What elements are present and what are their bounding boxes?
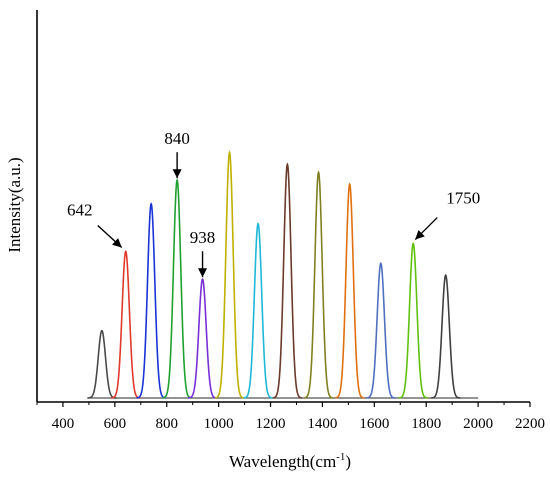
x-tick-label: 1800: [411, 416, 441, 432]
spectrum-peak-12: [398, 242, 428, 399]
spectrum-peak-7: [243, 222, 273, 399]
annotations: 642 840 938 1750: [67, 129, 480, 278]
spectrum-peak-13: [431, 273, 461, 399]
spectrum-peak-6: [214, 150, 245, 399]
spectrum-peak-8: [272, 162, 302, 399]
spectrum-peak-2: [111, 250, 141, 399]
x-tick-label: 2000: [463, 416, 493, 432]
spectrum-peak-5: [187, 277, 218, 399]
annotation-arrow-head: [112, 238, 122, 248]
annotation-label: 840: [164, 129, 190, 148]
annotation-arrow-head: [172, 169, 182, 179]
spectrum-peak-9: [303, 170, 334, 399]
x-tick-label: 600: [104, 416, 127, 432]
spectrum-peak-1: [87, 329, 117, 399]
annotation-label: 1750: [446, 189, 480, 208]
x-tick-label: 2200: [515, 416, 545, 432]
spectrum-peak-4: [162, 178, 192, 399]
spectrum-peak-3: [136, 202, 166, 399]
x-tick-label: 1000: [204, 416, 234, 432]
spectrum-peak-10: [335, 182, 365, 399]
annotation-label: 938: [190, 228, 216, 247]
annotation-label: 642: [67, 200, 93, 219]
x-tick-label: 400: [52, 416, 75, 432]
annotation-arrow-head: [198, 268, 208, 278]
axes: 400 600 800 1000 1200 1400 1600 1800 2000 2200: [36, 10, 545, 432]
curves: [87, 150, 479, 399]
x-tick-label: 1600: [359, 416, 389, 432]
annotation-arrow-head: [415, 230, 425, 240]
x-tick-label: 800: [155, 416, 178, 432]
x-tick-label: 1200: [256, 416, 286, 432]
x-axis-label: Wavelength(cm-1): [229, 451, 351, 471]
spectrum-peak-11: [366, 262, 396, 399]
y-axis-label: Intensity(a.u.): [5, 157, 24, 252]
x-tick-label: 1400: [307, 416, 337, 432]
